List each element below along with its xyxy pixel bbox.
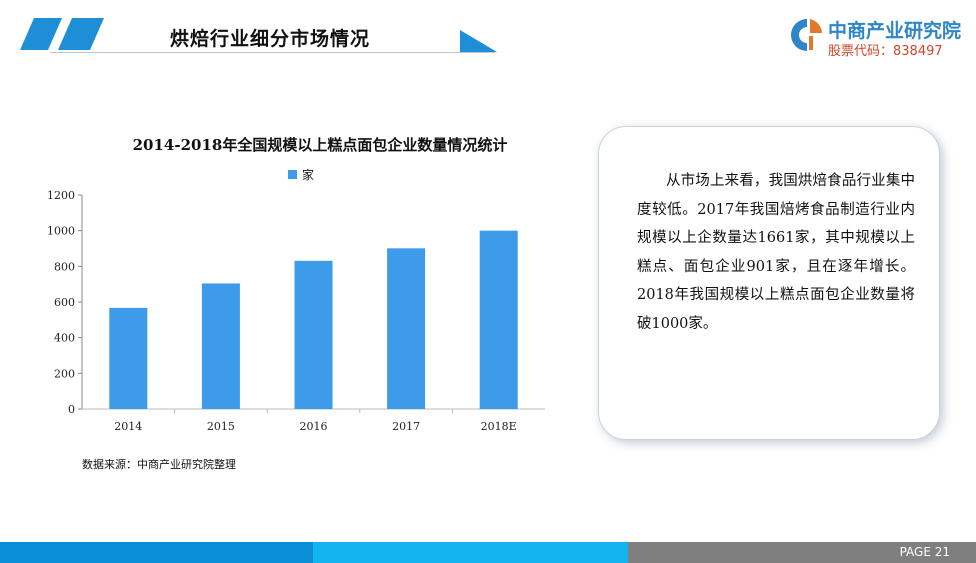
data-source: 数据来源：中商产业研究院整理	[82, 458, 236, 471]
header-decoration	[20, 18, 497, 52]
logo-icon	[791, 19, 822, 51]
bar-2016	[294, 260, 333, 409]
y-tick-label: 400	[54, 332, 75, 345]
y-tick-label: 1000	[47, 225, 75, 238]
x-tick-label: 2016	[300, 420, 328, 433]
x-tick-label: 2017	[392, 420, 420, 433]
logo-stock-code: 股票代码：838497	[828, 44, 943, 59]
x-tick-label: 2018E	[481, 420, 517, 433]
footer-segment-light	[313, 542, 628, 563]
y-tick-label: 200	[54, 367, 75, 380]
header-underline	[50, 52, 495, 53]
logo-name: 中商产业研究院	[828, 20, 962, 42]
bar-2015	[201, 283, 240, 409]
footer-bar: PAGE 21	[0, 542, 976, 563]
y-tick-label: 0	[68, 403, 75, 416]
chart-title: 2014-2018年全国规模以上糕点面包企业数量情况统计	[132, 136, 508, 154]
bar-2018E	[479, 230, 518, 409]
footer-segment-dark	[0, 542, 313, 563]
page-number: PAGE 21	[628, 542, 976, 563]
y-tick-label: 800	[54, 260, 75, 273]
legend-label: 家	[302, 168, 315, 182]
y-tick-label: 1200	[47, 189, 75, 202]
page-title: 烘焙行业细分市场情况	[170, 28, 371, 50]
chart-legend: 家	[288, 166, 314, 183]
header-stripe-1	[20, 18, 62, 50]
bar-chart: 0 200 400 600 800 1000 1200 2014 2015 2016 2017 201…	[47, 189, 545, 433]
x-tick-label: 2015	[207, 420, 235, 433]
header-stripe-2	[58, 18, 104, 50]
summary-textbox: 从市场上来看，我国烘焙食品行业集中度较低。2017年我国焙烤食品制造行业内规模以…	[598, 126, 940, 440]
y-tick-label: 600	[54, 296, 75, 309]
bar-2014	[109, 307, 148, 409]
bar-2017	[387, 248, 426, 409]
x-tick-label: 2014	[114, 420, 142, 433]
header-triangle	[460, 30, 497, 52]
legend-swatch	[288, 170, 297, 179]
